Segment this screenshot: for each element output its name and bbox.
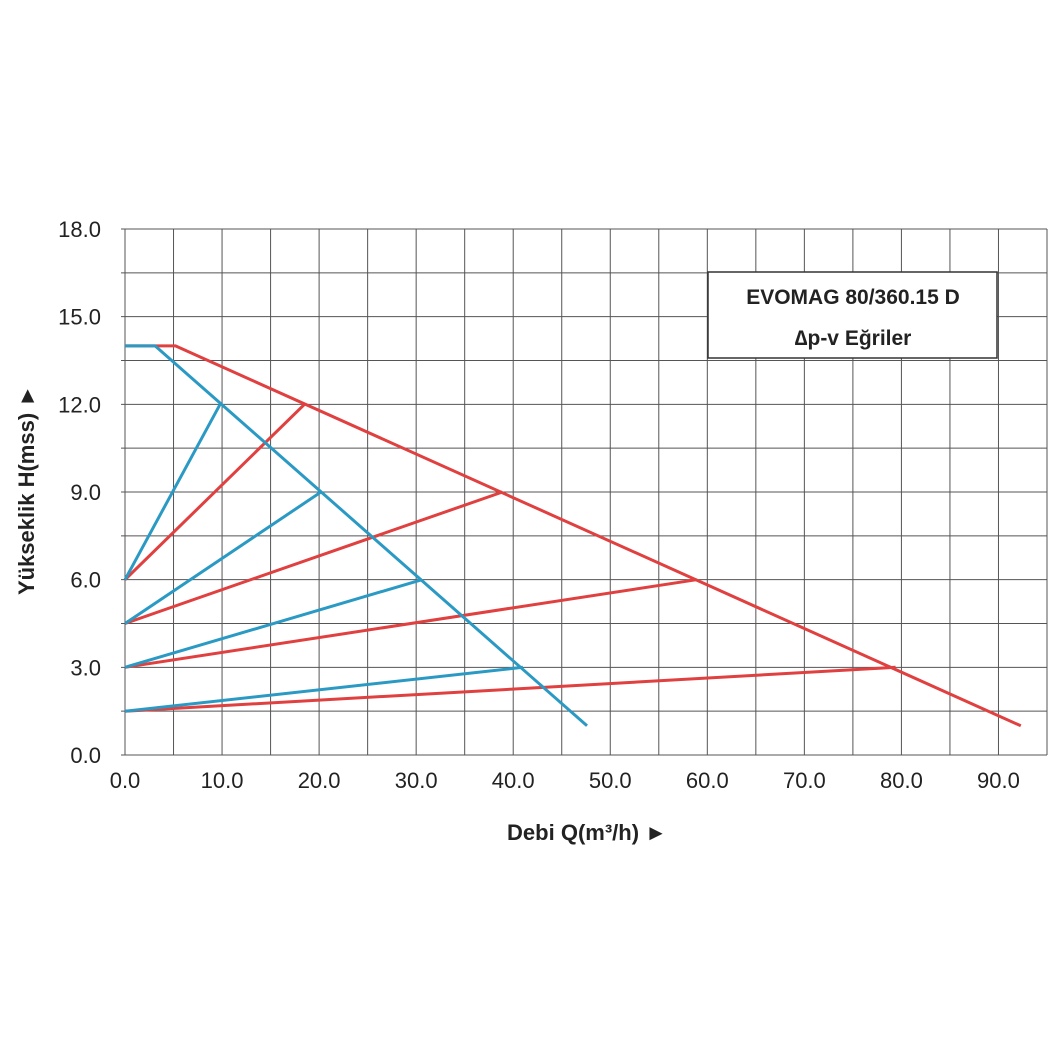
series-line [124,665,896,713]
y-axis-title: Yükseklik H(mss) ► [14,385,39,595]
x-tick-label: 20.0 [298,768,341,793]
tick-labels: 0.0 10.0 20.0 30.0 40.0 50.0 60.0 70.0 80.0 90.0 0… [58,217,1020,793]
x-tick-label: 60.0 [686,768,729,793]
x-tick-label: 30.0 [395,768,438,793]
series-line [125,344,588,727]
y-tick-label: 18.0 [58,217,101,242]
x-tick-label: 40.0 [492,768,535,793]
legend-frame [707,271,998,359]
legend-box: EVOMAG 80/360.15 D ∆p-v Eğriler [707,271,998,359]
chart-title: EVOMAG 80/360.15 D [746,286,960,309]
series-line [124,665,524,713]
y-tick-label: 3.0 [70,655,101,680]
series-line [123,403,306,581]
series-line [124,578,697,669]
x-tick-label: 10.0 [201,768,244,793]
x-tick-label: 70.0 [783,768,826,793]
x-tick-label: 80.0 [880,768,923,793]
chart-subtitle: ∆p-v Eğriler [795,327,912,350]
series-line [124,578,423,669]
series-line [123,403,222,581]
y-tick-label: 0.0 [70,743,101,768]
series-group [123,344,1022,728]
series-line [124,490,503,625]
x-tick-label: 50.0 [589,768,632,793]
x-tick-label: 0.0 [110,768,141,793]
x-tick-label: 90.0 [977,768,1020,793]
series-line [124,490,322,625]
x-axis-title: Debi Q(m³/h) ► [507,820,667,845]
y-tick-label: 15.0 [58,305,101,330]
y-tick-label: 9.0 [70,480,101,505]
y-tick-label: 6.0 [70,568,101,593]
y-tick-label: 12.0 [58,392,101,417]
